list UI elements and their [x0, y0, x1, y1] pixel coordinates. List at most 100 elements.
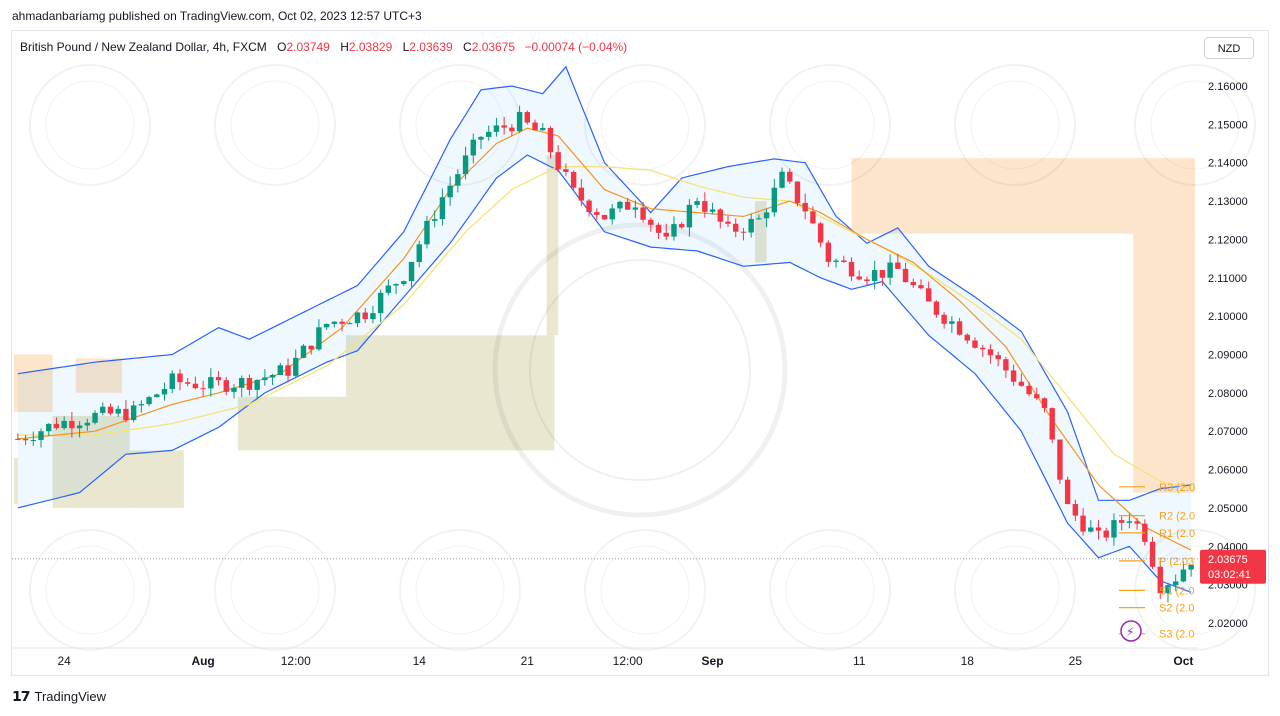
candle-body [208, 377, 214, 389]
watermark-ring [29, 64, 151, 186]
candle-body [38, 431, 44, 441]
watermark-ring-large [492, 222, 788, 518]
candle-body [540, 127, 546, 131]
last-price-tag: 2.03675 03:02:41 [1200, 549, 1266, 584]
price-tick-label: 2.16000 [1208, 81, 1248, 93]
candle-body [1064, 479, 1071, 505]
candle-body [447, 185, 453, 198]
candle-body [956, 321, 963, 335]
low-value: 2.03639 [409, 40, 453, 54]
time-tick-label: 12:00 [613, 654, 643, 668]
candle-body [740, 231, 747, 233]
candle-body [848, 261, 855, 277]
watermark-layer [29, 64, 1256, 651]
candle-body [748, 218, 754, 233]
candle-body [1057, 439, 1063, 480]
candle-body [200, 388, 206, 390]
candle-body [239, 378, 245, 388]
chart-frame[interactable] [11, 30, 1269, 676]
candle-body [455, 174, 461, 186]
watermark-ring [214, 529, 336, 651]
time-tick-label: Aug [191, 654, 214, 668]
price-axis: 2.16000 2.15000 2.14000 2.13000 2.12000 2.110… [1208, 81, 1248, 630]
watermark-ring-inner [785, 80, 875, 170]
pivot-layer: R3 (2.0 R2 (2.0 R1 (2.0 P (2.03 S1 (2.0 S2 (2… [12, 482, 1198, 642]
candle-body [293, 357, 299, 376]
candle-body [1149, 541, 1156, 567]
candle-body [632, 207, 639, 210]
candle-body [825, 242, 832, 262]
lightning-icon [1120, 620, 1142, 642]
ema-line [17, 127, 1192, 551]
zones-layer [14, 155, 1195, 508]
pivot-label: R1 (2.0 [1159, 528, 1195, 540]
price-tick-label: 2.13000 [1208, 196, 1248, 208]
candle-body [964, 334, 970, 341]
candle-body [594, 212, 600, 215]
time-tick-label: Oct [1173, 654, 1193, 668]
candle-body [516, 112, 523, 132]
candle-body [1026, 385, 1032, 395]
pivot-label: S2 (2.0 [1159, 603, 1194, 615]
zone-olive-e [546, 155, 559, 336]
open-label: O [277, 40, 287, 54]
candle-body [617, 201, 623, 209]
candle-body [501, 125, 507, 128]
time-tick-label: 18 [961, 654, 975, 668]
sma-line [17, 165, 1192, 490]
price-tick-label: 2.14000 [1208, 158, 1248, 170]
watermark-ring [954, 64, 1076, 186]
candle-body [925, 288, 932, 302]
candle-body [269, 374, 276, 378]
candle-body [123, 408, 129, 421]
candle-body [902, 268, 909, 283]
candle-body [1088, 527, 1094, 532]
candle-body [794, 181, 801, 203]
candle-body [146, 397, 152, 405]
watermark-ring-inner [785, 545, 875, 635]
price-tick-label: 2.11000 [1208, 273, 1247, 285]
currency-button[interactable]: NZD [1204, 37, 1254, 59]
close-label: C [463, 40, 472, 54]
tradingview-logo[interactable]: 𝟭𝟳 TradingView [12, 688, 106, 705]
candle-body [362, 312, 368, 320]
pivot-label: S1 (2.0 [1159, 585, 1194, 597]
candle-body [709, 209, 716, 212]
candle-body [323, 323, 330, 328]
zone-orange-a [14, 354, 53, 413]
watermark-ring [584, 529, 706, 651]
zone-olive-d [345, 335, 555, 397]
watermark-ring [399, 529, 521, 651]
candle-body [640, 207, 646, 220]
candle-body [609, 208, 615, 220]
price-tag-countdown: 03:02:41 [1208, 569, 1251, 581]
candle-body [763, 212, 770, 219]
candle-body [1072, 504, 1079, 516]
candle-body [69, 420, 75, 429]
candle-body [177, 373, 183, 383]
time-tick-label: Sep [702, 654, 724, 668]
candle-body [509, 127, 515, 132]
candle-body [493, 125, 500, 132]
candle-body [864, 279, 870, 282]
zone-olive-left [14, 458, 18, 505]
candle-body [161, 389, 168, 395]
candle-body [686, 204, 693, 228]
candle-body [678, 224, 685, 228]
candle-body [733, 223, 739, 232]
candle-body [987, 349, 994, 356]
candle-body [154, 394, 160, 398]
watermark-ring-inner [970, 545, 1060, 635]
pivot-label: R3 (2.0 [1159, 482, 1195, 494]
watermark-ring-inner [45, 80, 135, 170]
candle-body [601, 214, 608, 220]
candle-body [833, 260, 839, 262]
candle-body [895, 262, 901, 269]
tradingview-logo-icon: 𝟭𝟳 [12, 688, 31, 704]
candle-body [725, 221, 731, 224]
candle-body [1034, 394, 1040, 399]
watermark-ring [769, 529, 891, 651]
symbol-legend: British Pound / New Zealand Dollar, 4h, … [20, 40, 627, 54]
watermark-ring [769, 64, 891, 186]
